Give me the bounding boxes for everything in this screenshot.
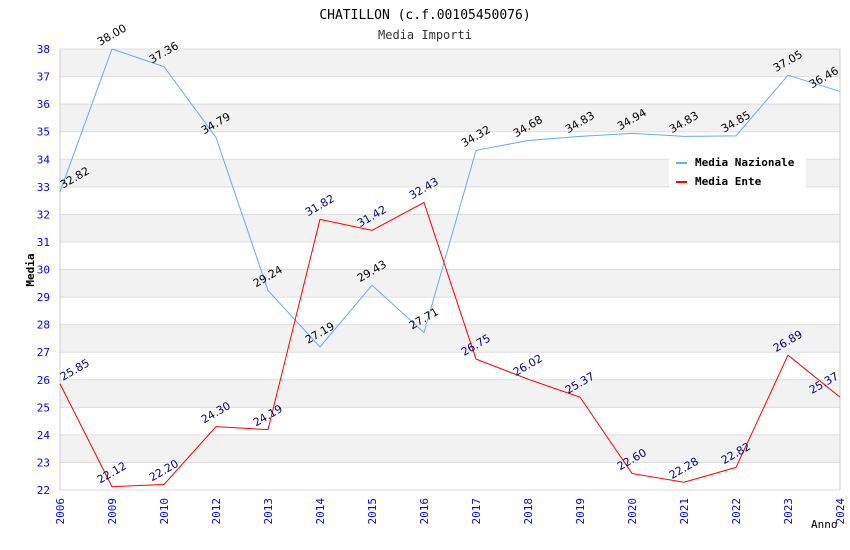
data-label: 38.00	[95, 22, 129, 49]
y-tick-label: 32	[37, 208, 50, 221]
series-line-nazionale	[59, 48, 841, 348]
grid-band	[60, 49, 840, 77]
grid-band	[60, 104, 840, 132]
x-tick-label: 2019	[574, 498, 587, 525]
x-tick-label: 2009	[106, 498, 119, 525]
y-tick-label: 31	[37, 236, 50, 249]
x-tick-label: 2022	[730, 498, 743, 525]
y-tick-label: 34	[37, 153, 51, 166]
x-tick-label: 2013	[262, 498, 275, 525]
legend: Media Nazionale Media Ente	[669, 150, 806, 192]
x-tick-label: 2016	[418, 498, 431, 525]
y-tick-label: 33	[37, 181, 50, 194]
legend-label: Media Nazionale	[695, 156, 795, 169]
y-tick-label: 36	[37, 98, 50, 111]
y-tick-label: 37	[37, 71, 50, 84]
x-tick-label: 2018	[522, 498, 535, 525]
x-tick-label: 2020	[626, 498, 639, 525]
grid-band	[60, 434, 840, 463]
y-tick-label: 22	[37, 484, 50, 497]
y-axis-label: Media	[24, 253, 37, 286]
x-tick-label: 2015	[366, 498, 379, 525]
x-tick-label: 2024	[834, 498, 847, 525]
y-tick-label: 28	[37, 319, 50, 332]
x-tick-label: 2012	[210, 498, 223, 525]
y-tick-label: 30	[37, 264, 50, 277]
chart-title: CHATILLON (c.f.00105450076)	[319, 8, 530, 23]
x-tick-label: 2010	[158, 498, 171, 525]
y-tick-label: 27	[37, 346, 50, 359]
legend-label: Media Ente	[695, 175, 762, 188]
chart-subtitle: Media Importi	[378, 28, 472, 42]
y-tick-label: 24	[37, 429, 51, 442]
data-label: 26.02	[511, 352, 545, 379]
x-axis-label: Anno	[811, 518, 838, 531]
grid-band	[60, 324, 840, 353]
y-tick-label: 38	[37, 43, 50, 56]
y-tick-label: 25	[37, 401, 50, 414]
grid-band	[60, 214, 840, 242]
y-tick-label: 26	[37, 374, 50, 387]
series-line-ente	[59, 201, 841, 488]
y-tick-label: 23	[37, 456, 50, 469]
y-tick-label: 35	[37, 126, 50, 139]
grid-band	[60, 269, 840, 298]
x-tick-label: 2017	[470, 498, 483, 525]
x-tick-label: 2014	[314, 498, 327, 525]
y-tick-label: 29	[37, 291, 50, 304]
x-tick-label: 2006	[54, 498, 67, 525]
x-tick-label: 2021	[678, 498, 691, 525]
x-tick-label: 2023	[782, 498, 795, 525]
grid-band	[60, 379, 840, 408]
